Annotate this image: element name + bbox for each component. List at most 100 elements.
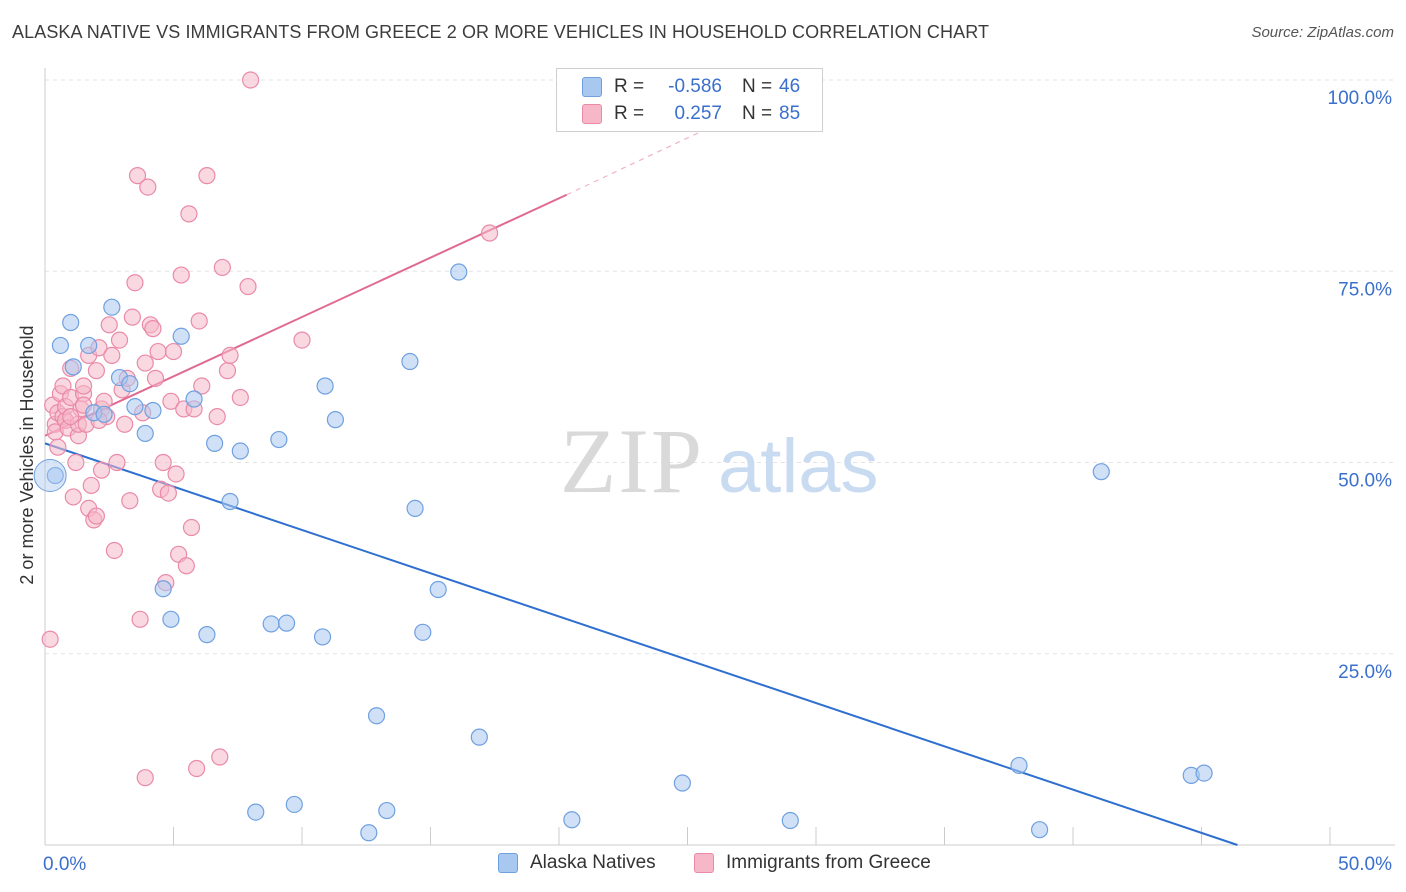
alaska-native-point [1092,463,1110,481]
y-tick-label: 100.0% [1328,88,1393,109]
greece-immigrant-point [180,205,198,223]
greece-trendline-extension [566,125,714,196]
greece-immigrant-point [87,362,106,380]
alaska-native-point [270,430,288,449]
alaska-native-point [231,442,249,460]
greece-immigrant-point [64,488,82,506]
correlation-legend: R = -0.586 N = 46 R = 0.257 N = 85 [556,68,823,132]
greece-immigrant-point [49,438,67,456]
alaska-native-point [247,803,265,821]
greece-immigrant-point [105,541,123,560]
alaska-native-point [103,298,121,316]
greece-immigrant-point [110,331,129,349]
gridlines [45,79,1395,655]
greece-immigrant-point [92,461,111,479]
alaska-native-point [198,626,216,644]
legend-row-greece: R = 0.257 N = 85 [582,101,800,127]
alaska-native-point [313,628,332,646]
greece-immigrant-point [208,408,226,426]
greece-immigrant-point [213,258,231,277]
data-points [33,71,1213,842]
alaska-native-point [1030,821,1049,839]
tick-labels: 25.0% 50.0% 75.0% 100.0% 0.0% 50.0% [43,88,1392,875]
alaska-native-point [450,263,468,281]
alaska-native-point [563,811,581,829]
alaska-trendline [44,442,1238,846]
alaska-native-point [378,801,396,820]
greece-immigrant-point [100,316,118,334]
greece-immigrant-point [221,346,239,364]
greece-immigrant-point [121,492,139,510]
alaska-native-point [64,358,82,376]
alaska-native-point [367,707,386,725]
alaska-native-point [144,401,162,420]
legend-r-label: R = [614,103,645,124]
greece-immigrant-point [231,388,249,407]
x-tick-label: 0.0% [43,854,86,875]
bottom-legend-label-greece: Immigrants from Greece [726,852,931,873]
greece-immigrant-point [144,320,162,338]
greece-immigrant-point [218,362,237,380]
alaska-native-point [360,824,378,842]
legend-swatch-pink [582,104,602,124]
watermark-atlas: atlas [718,424,879,509]
greece-immigrant-point [82,476,100,495]
bottom-legend-swatch-pink [694,853,714,873]
greece-immigrant-point [182,518,201,537]
greece-immigrant-point [136,769,154,787]
alaska-native-point [172,327,190,345]
alaska-native-point [401,352,419,371]
alaska-native-point [221,492,239,511]
alaska-native-point [326,411,345,429]
greece-immigrant-point [190,312,208,330]
greece-immigrant-point [154,453,172,472]
alaska-native-point [121,375,139,393]
alaska-native-point [80,336,98,355]
source-label: Source: ZipAtlas.com [1251,24,1394,41]
greece-immigrant-point [136,354,154,372]
greece-immigrant-point [159,484,177,502]
alaska-native-point [154,580,172,598]
alaska-native-point [95,405,113,423]
alaska-native-point [1010,756,1028,775]
alaska-native-point [185,390,203,408]
legend-swatch-blue [582,77,602,97]
greece-immigrant-point [67,453,85,472]
greece-immigrant-point [193,377,211,395]
x-tick-label: 50.0% [1338,854,1392,875]
legend-n-value: 46 [779,76,801,97]
legend-r-label: R = [614,76,645,97]
greece-immigrant-point [146,369,165,387]
chart-title: ALASKA NATIVE VS IMMIGRANTS FROM GREECE … [12,22,990,42]
greece-immigrant-point [188,759,206,778]
alaska-native-point [62,313,80,332]
greece-immigrant-point [131,610,149,628]
greece-immigrant-point [103,346,121,364]
greece-immigrant-point [293,331,311,349]
bottom-legend-label-alaska: Alaska Natives [530,852,656,873]
greece-immigrant-point [167,465,185,483]
bottom-legend-greece: Immigrants from Greece [694,852,931,874]
alaska-native-point [429,580,447,599]
greece-immigrant-point [74,377,93,395]
alaska-native-point [126,398,144,416]
greece-immigrant-point [172,266,190,284]
greece-immigrant-point [116,415,134,433]
greece-immigrant-point [139,178,157,196]
greece-immigrant-point [481,224,499,242]
alaska-native-point [277,614,296,632]
alaska-native-point [781,811,799,830]
y-tick-label: 25.0% [1338,662,1392,683]
greece-immigrant-point [128,167,147,185]
greece-immigrant-point [62,408,80,426]
greece-immigrant-point [211,748,229,766]
alaska-native-point [673,774,691,792]
bottom-legend-alaska: Alaska Natives [498,852,656,874]
alaska-native-point [51,336,70,355]
legend-r-value: 0.257 [674,103,722,124]
legend-n-label: N = [742,76,773,97]
greece-immigrant-point [149,342,167,361]
greece-immigrant-point [164,342,183,361]
greece-immigrant-point [41,630,59,648]
alaska-native-point [136,424,154,443]
